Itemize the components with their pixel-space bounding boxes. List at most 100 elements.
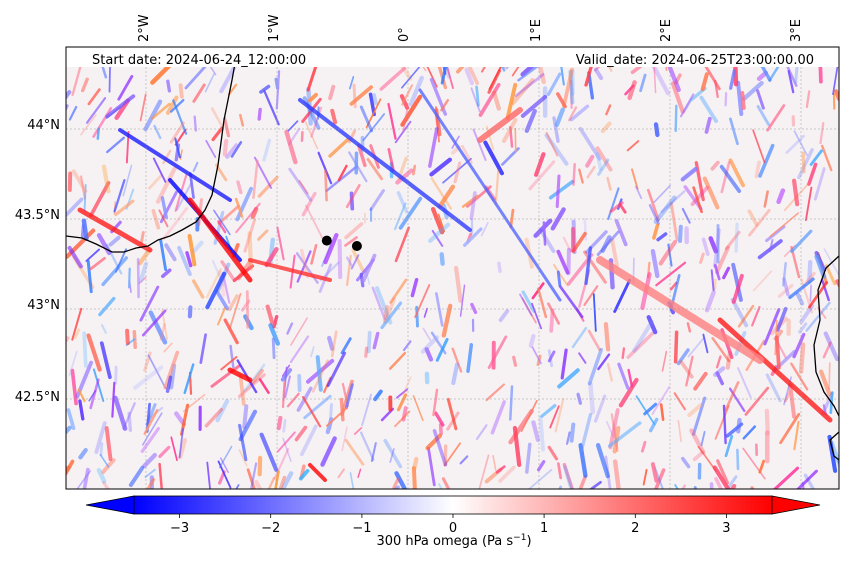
field-streak [562,67,574,108]
field-streak [310,346,315,358]
field-streak [492,454,497,471]
field-streak [674,483,679,489]
field-streak [768,239,774,253]
field-streak [73,328,81,340]
field-streak [104,426,113,462]
field-streak [583,285,599,306]
field-streak [547,302,561,325]
field-streak [281,381,286,409]
field-streak [825,264,837,286]
field-streak [298,468,310,481]
field-streak [348,76,355,90]
field-streak [258,378,270,394]
field-streak [122,164,133,197]
field-streak [361,393,373,427]
field-streak [512,355,518,367]
field-streak [681,484,687,489]
field-streak [814,254,827,279]
field-streak [572,162,576,186]
field-streak [741,80,764,102]
colorbar-title-end: ) [526,534,531,549]
field-streak [392,477,400,489]
field-streak [533,218,553,238]
field-streak [692,450,705,462]
field-streak [783,244,796,258]
field-streak [353,426,363,435]
field-streak [547,349,553,368]
field-streak [742,425,757,440]
field-streak [68,105,78,121]
field-streak [686,322,692,333]
field-streak [243,218,256,253]
field-streak [483,140,504,176]
field-streak [327,335,335,351]
field-streak [85,248,101,262]
field-streak [571,231,587,253]
field-streak [402,376,412,396]
field-streak [584,63,594,87]
field-streak [117,74,134,101]
field-streak [305,204,324,240]
field-streak [451,347,463,373]
field-streak [646,188,660,222]
field-streak [412,456,419,471]
field-streak [470,87,481,113]
field-streak [600,235,612,253]
field-streak [478,82,501,117]
field-streak [148,174,163,190]
field-streak [558,485,563,489]
field-streak [655,261,687,287]
field-streak [766,104,786,132]
field-streak [337,468,345,479]
field-streak [396,393,408,412]
field-streak [174,137,181,159]
field-streak [613,459,621,489]
field-streak [773,466,800,489]
field-streak [170,436,178,462]
field-streak [701,237,710,256]
field-streak [89,256,106,271]
field-streak [301,191,317,217]
field-streak [159,238,168,272]
field-streak [653,195,677,224]
field-streak [188,172,195,199]
field-streak [133,365,164,390]
field-streak [568,106,578,122]
field-streak [792,332,806,359]
colorbar: −3 −2 −1 0 1 2 3 300 hPa omega (Pa s−1) [85,495,821,549]
field-streak [731,262,743,302]
field-streak [344,236,358,247]
field-streak [713,264,721,281]
field-streak [627,80,637,101]
field-streak [798,322,808,334]
field-streak [174,128,187,146]
field-streak [783,390,792,403]
field-streak [86,333,102,372]
field-streak [271,337,276,360]
field-streak [394,471,408,489]
field-streak [182,393,206,413]
field-streak [464,67,475,86]
field-streak [565,431,571,445]
field-streak [702,176,720,210]
field-streak [172,99,188,135]
field-streak [257,107,262,121]
field-streak [218,445,233,469]
field-streak [568,69,575,105]
lat-label: 43.5°N [15,208,60,223]
field-streak [128,465,145,487]
field-streak [398,196,423,230]
field-streak [646,315,658,335]
field-streak [521,290,536,313]
field-streak [219,457,229,474]
field-streak [763,190,769,208]
field-feature [227,367,253,383]
field-streak [592,293,597,332]
field-streak [446,411,460,431]
field-streak [137,249,151,266]
field-streak [247,231,254,271]
field-streak [497,261,502,273]
field-streak [396,388,409,399]
field-streak [807,259,813,284]
field-streak [372,93,378,105]
